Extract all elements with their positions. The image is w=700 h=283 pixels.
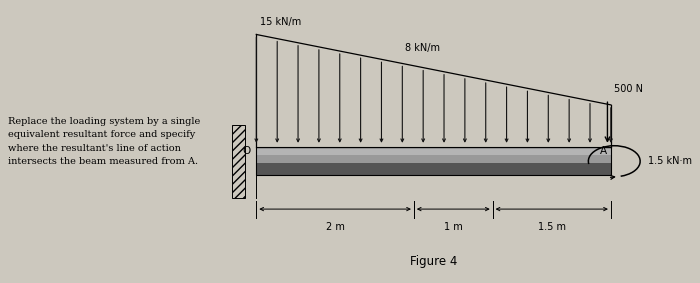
Text: O: O [243, 146, 251, 156]
Text: 1.5 m: 1.5 m [538, 222, 566, 232]
Text: A: A [601, 146, 608, 156]
Bar [232, 125, 245, 198]
Bar [256, 147, 611, 163]
Text: 1 m: 1 m [444, 222, 463, 232]
Text: Replace the loading system by a single
equivalent resultant force and specify
wh: Replace the loading system by a single e… [8, 117, 199, 166]
Text: 8 kN/m: 8 kN/m [405, 43, 440, 53]
Text: 500 N: 500 N [615, 83, 643, 94]
Bar [256, 149, 611, 155]
Bar [256, 147, 611, 175]
Text: 1.5 kN·m: 1.5 kN·m [648, 156, 692, 166]
Text: 2 m: 2 m [326, 222, 344, 232]
Text: Figure 4: Figure 4 [410, 255, 457, 268]
Bar [256, 163, 611, 175]
Text: 15 kN/m: 15 kN/m [260, 18, 301, 27]
